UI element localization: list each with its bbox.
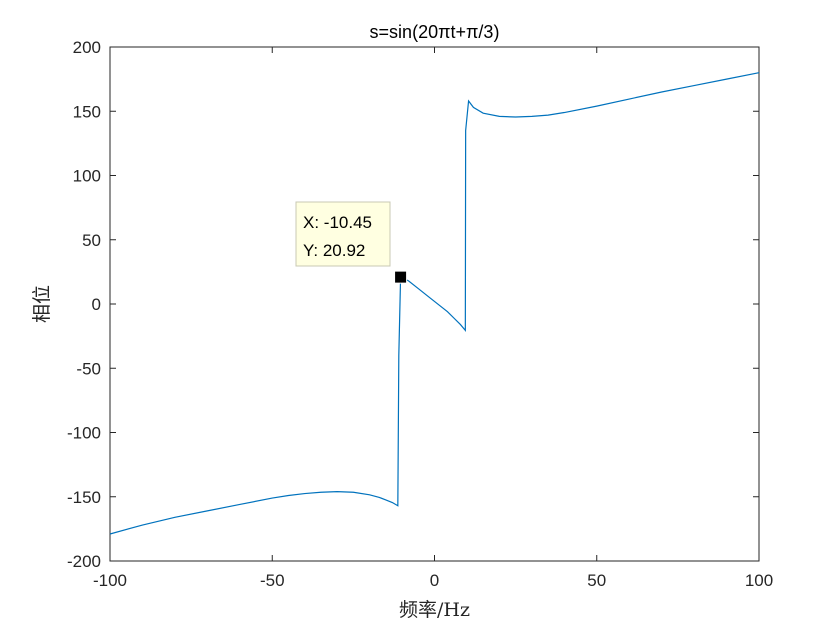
y-tick-label: 0	[92, 295, 101, 314]
datatip-box	[295, 201, 391, 267]
x-axis-ticks: -100 -50 0 50 100	[93, 47, 773, 590]
y-tick-label: -50	[76, 359, 101, 378]
y-tick-label: -150	[67, 488, 101, 507]
y-axis-label: 相位	[31, 285, 53, 323]
datatip-marker[interactable]	[394, 270, 408, 284]
y-tick-label: -200	[67, 552, 101, 571]
y-tick-label: 150	[73, 102, 101, 121]
y-tick-label: 200	[73, 38, 101, 57]
y-tick-label: 50	[82, 231, 101, 250]
x-tick-label: -100	[93, 571, 127, 590]
x-tick-label: -50	[260, 571, 285, 590]
datatip-y-label: Y: 20.92	[303, 241, 365, 260]
y-tick-label: 100	[73, 167, 101, 186]
y-tick-label: -100	[67, 424, 101, 443]
x-axis-label: 频率/Hz	[399, 599, 470, 621]
datatip[interactable]: X: -10.45 Y: 20.92	[295, 201, 408, 284]
x-tick-label: 100	[745, 571, 773, 590]
y-axis-ticks: -200 -150 -100 -50 0 50 100 150 200	[67, 38, 759, 571]
datatip-x-label: X: -10.45	[303, 213, 372, 232]
x-tick-label: 50	[587, 571, 606, 590]
chart-title: s=sin(20πt+π/3)	[370, 22, 500, 42]
x-tick-label: 0	[430, 571, 439, 590]
series-line	[109, 72, 760, 535]
plot-area	[109, 46, 760, 562]
